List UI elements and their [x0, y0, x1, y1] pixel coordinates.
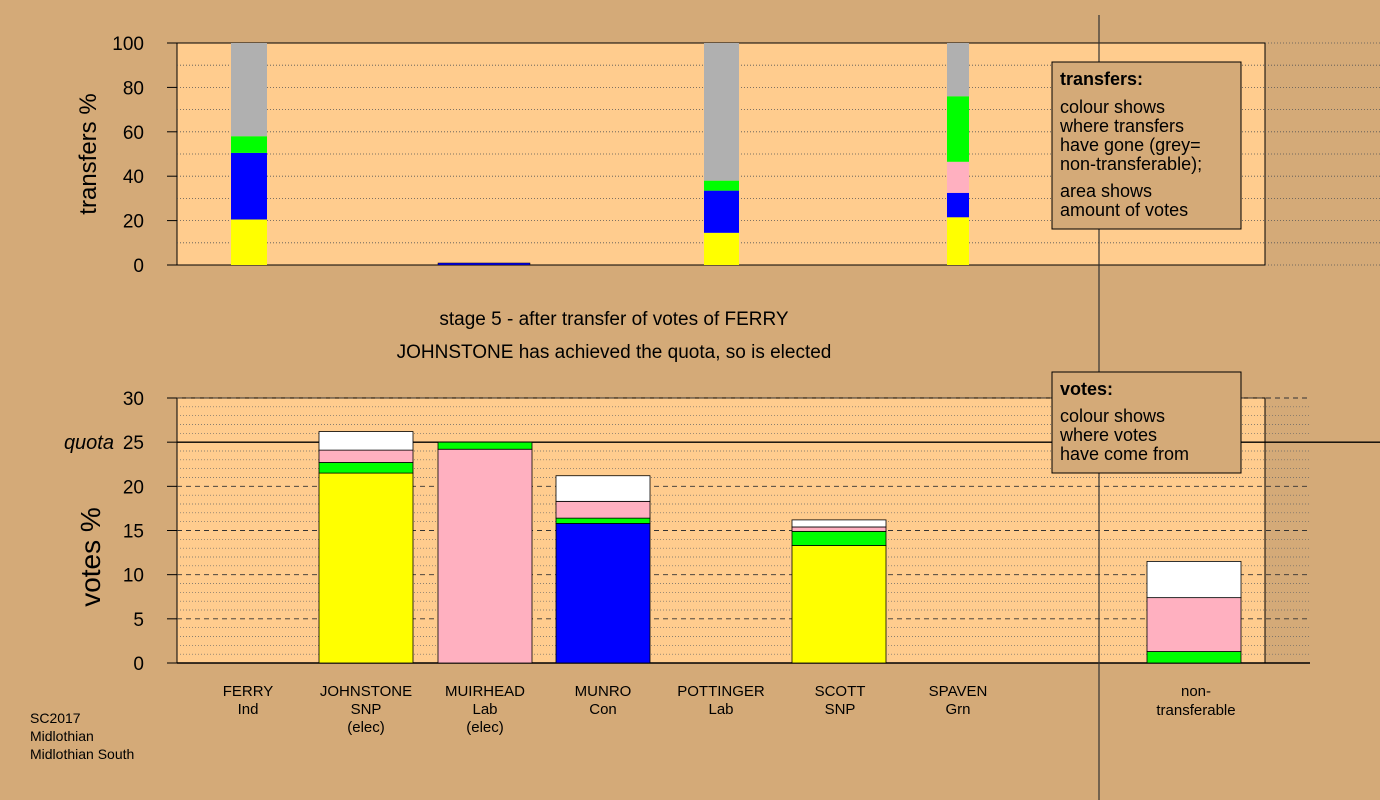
candidate-labels: FERRYIndJOHNSTONESNP(elec)MUIRHEADLab(el… [223, 683, 988, 736]
nontransferable-label: transferable [1156, 702, 1235, 719]
y-tick-label: 0 [133, 654, 144, 675]
vote-segment-johnstone-other [318, 431, 414, 451]
y-tick-label: 100 [112, 34, 144, 55]
candidate-label: Grn [945, 701, 970, 718]
vote-segment-non-transferable-other [1146, 561, 1242, 599]
bottom-y-axis-label: votes % [75, 507, 106, 607]
vote-segment-johnstone-grn [318, 462, 414, 474]
y-tick-label: 30 [123, 389, 144, 410]
legend-transfers-title: transfers: [1060, 69, 1143, 89]
vote-segment-scott-lab [791, 526, 887, 532]
legend-votes-box [1051, 371, 1242, 474]
candidate-label: SPAVEN [929, 683, 988, 700]
candidate-label: POTTINGER [677, 683, 765, 700]
footer-line: Midlothian South [30, 746, 134, 762]
legend-transfers-line: have gone (grey= [1060, 135, 1201, 155]
legend-transfers-box [1051, 61, 1242, 230]
vote-segment-johnstone-lab [318, 449, 414, 463]
legend-votes: votes: colour shows where votes have com… [1051, 371, 1242, 474]
top-y-ticks: 0 20 40 60 80 100 [112, 34, 177, 277]
vote-segment-munro-own [555, 523, 651, 664]
transfer-segment-spaven-non-transferable [947, 43, 969, 97]
legend-transfers-line: area shows [1060, 181, 1152, 201]
vote-segment-munro-other [555, 475, 651, 502]
y-tick-label: 0 [133, 256, 144, 277]
vote-segment-munro-grn [555, 517, 651, 524]
transfer-segment-pottinger-snp [704, 232, 739, 265]
y-tick-label: 40 [123, 167, 144, 188]
y-tick-label: 25 [123, 433, 144, 454]
top-y-axis-label: transfers % [75, 93, 102, 214]
candidate-label: (elec) [347, 719, 385, 736]
bottom-bars [318, 431, 1242, 664]
candidate-label: FERRY [223, 683, 274, 700]
candidate-label: SCOTT [815, 683, 866, 700]
vote-segment-non-transferable-grn [1146, 651, 1242, 664]
transfer-segment-pottinger-con [704, 190, 739, 233]
vote-segment-muirhead-grn [437, 441, 533, 450]
transfer-bar-muirhead [437, 262, 531, 266]
candidate-label: JOHNSTONE [320, 683, 412, 700]
transfer-segment-pottinger-grn [704, 180, 739, 191]
y-tick-label: 5 [133, 610, 144, 631]
candidate-label: Con [589, 701, 617, 718]
candidate-label: Ind [238, 701, 259, 718]
y-tick-label: 20 [123, 477, 144, 498]
legend-votes-line: have come from [1060, 444, 1189, 464]
top-bars [231, 43, 969, 266]
candidate-label: Lab [472, 701, 497, 718]
legend-transfers-line: colour shows [1060, 97, 1165, 117]
candidate-label: SNP [351, 701, 382, 718]
vote-segment-scott-own [791, 545, 887, 664]
transfer-segment-spaven-lab [947, 161, 969, 193]
stage-subtitle: JOHNSTONE has achieved the quota, so is … [397, 342, 832, 363]
y-tick-label: 80 [123, 78, 144, 99]
legend-votes-line: colour shows [1060, 406, 1165, 426]
vote-segment-non-transferable-lab [1146, 597, 1242, 652]
transfer-segment-pottinger-non-transferable [704, 43, 739, 181]
candidate-label: (elec) [466, 719, 504, 736]
legend-votes-title: votes: [1060, 379, 1113, 399]
footer-line: Midlothian [30, 728, 94, 744]
stage-title: stage 5 - after transfer of votes of FER… [439, 309, 789, 330]
nontransferable-label: non- [1181, 683, 1211, 700]
transfer-segment-ferry-grn [231, 136, 267, 153]
legend-transfers: transfers: colour shows where transfers … [1051, 61, 1242, 230]
transfer-segment-ferry-snp [231, 219, 267, 265]
y-tick-label: 60 [123, 123, 144, 144]
legend-transfers-line: amount of votes [1060, 200, 1188, 220]
transfer-segment-spaven-con [947, 192, 969, 218]
vote-segment-scott-other [791, 519, 887, 528]
footer-line: SC2017 [30, 710, 81, 726]
bottom-y-ticks: 0 5 10 15 20 25 30 quota [64, 389, 177, 675]
quota-label: quota [64, 432, 114, 454]
vote-segment-muirhead-own [437, 448, 533, 664]
vote-segment-scott-grn [791, 530, 887, 546]
candidate-label: MUIRHEAD [445, 683, 525, 700]
y-tick-label: 15 [123, 522, 144, 543]
candidate-label: MUNRO [575, 683, 632, 700]
legend-transfers-line: non-transferable); [1060, 154, 1202, 174]
y-tick-label: 20 [123, 212, 144, 233]
transfer-segment-spaven-snp [947, 217, 969, 265]
candidate-label: SNP [825, 701, 856, 718]
vote-segment-johnstone-own [318, 472, 414, 664]
transfer-segment-ferry-non-transferable [231, 43, 267, 137]
legend-votes-line: where votes [1059, 425, 1157, 445]
candidate-label: Lab [708, 701, 733, 718]
legend-transfers-line: where transfers [1059, 116, 1184, 136]
y-tick-label: 10 [123, 566, 144, 587]
vote-segment-munro-lab [555, 500, 651, 519]
transfer-segment-ferry-con [231, 152, 267, 220]
transfer-segment-spaven-grn [947, 96, 969, 162]
